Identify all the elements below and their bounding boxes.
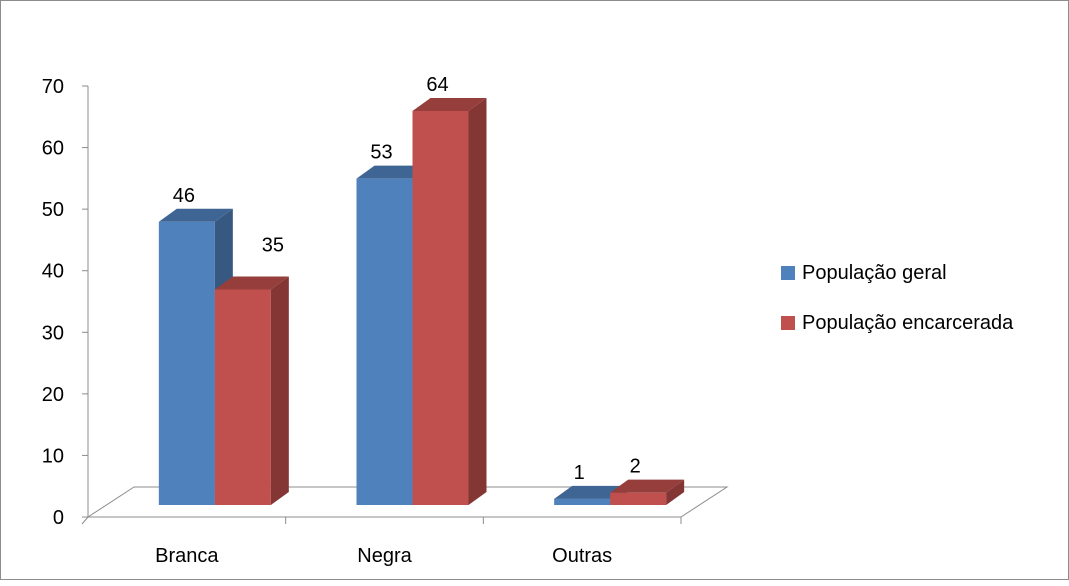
y-tick-label: 50 [42, 199, 64, 221]
bar-2-0-top [554, 485, 629, 499]
data-label: 53 [370, 142, 392, 164]
bar-1-1-side [468, 97, 487, 505]
data-label: 46 [173, 185, 195, 207]
bars [158, 97, 685, 505]
bar-0-1-side [270, 276, 289, 505]
y-tick-label: 60 [42, 138, 64, 160]
bar-0-0-front [158, 221, 215, 505]
y-tick-label: 40 [42, 261, 64, 283]
x-category-label: Negra [357, 545, 412, 567]
bar-1-1-top [412, 97, 487, 111]
legend: População geral População encarcerada [781, 262, 1014, 334]
bar-0-0-top [158, 208, 233, 222]
y-tick-label: 10 [42, 445, 64, 467]
y-tick-label: 20 [42, 384, 64, 406]
data-label: 2 [630, 456, 641, 478]
data-label: 64 [426, 74, 448, 96]
y-tick-label: 0 [53, 507, 64, 529]
legend-swatch-1 [781, 316, 795, 330]
bar-0-1-front [214, 289, 271, 505]
bar-2-1-top [610, 479, 685, 493]
bar-1-0-top [356, 165, 431, 179]
x-tick [81, 516, 89, 525]
bar-2-0-front [554, 498, 611, 505]
legend-label-0: População geral [802, 262, 947, 284]
legend-label-1: População encarcerada [802, 312, 1014, 334]
bar-2-1-front [610, 492, 667, 505]
x-category-label: Branca [155, 545, 219, 567]
data-label: 1 [574, 462, 585, 484]
x-category-label: Outras [552, 545, 612, 567]
data-labels: 46 35 53 64 1 2 [173, 74, 641, 484]
bar-1-0-front [356, 178, 413, 505]
legend-swatch-0 [781, 266, 795, 280]
y-tick-label: 70 [42, 76, 64, 98]
axes: 0 10 20 30 40 50 60 70 Branca Negra Outras [42, 76, 682, 567]
bar-0-1-top [214, 276, 289, 290]
bar-2-1-side [666, 479, 685, 505]
y-tick-label: 30 [42, 322, 64, 344]
data-label: 35 [262, 235, 284, 257]
bar-1-1-front [412, 110, 469, 505]
